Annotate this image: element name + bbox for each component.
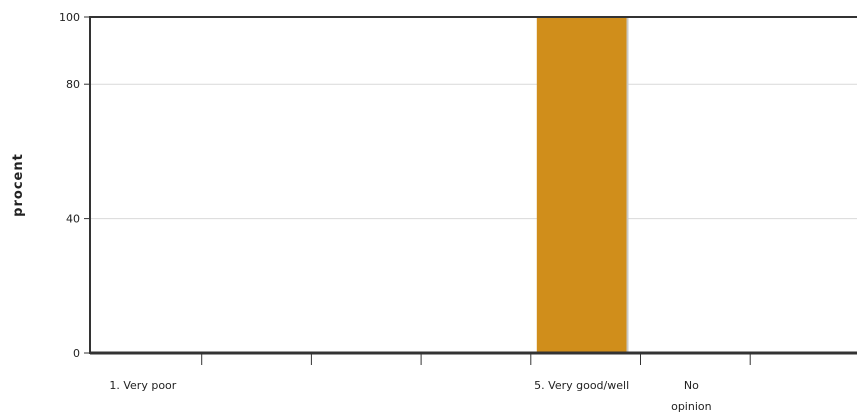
y-tick-label: 80 — [66, 78, 80, 91]
y-axis-label: procent — [11, 153, 26, 217]
y-tick-label: 100 — [59, 11, 80, 24]
axes — [89, 16, 857, 355]
gridlines — [90, 16, 857, 220]
y-axis-ticks: 0 40 80 100 — [59, 11, 90, 360]
x-tick-label: 5. Very good/well — [534, 379, 629, 392]
x-tick-label: 1. Very poor — [109, 379, 176, 392]
y-tick-label: 0 — [73, 347, 80, 360]
bar — [536, 17, 627, 353]
bars — [536, 17, 629, 353]
x-axis-ticks: 1. Very poor 5. Very good/well No opinion — [109, 353, 751, 413]
y-tick-label: 40 — [66, 213, 80, 226]
x-tick-label: No — [684, 379, 699, 392]
x-tick-label: opinion — [671, 400, 712, 413]
